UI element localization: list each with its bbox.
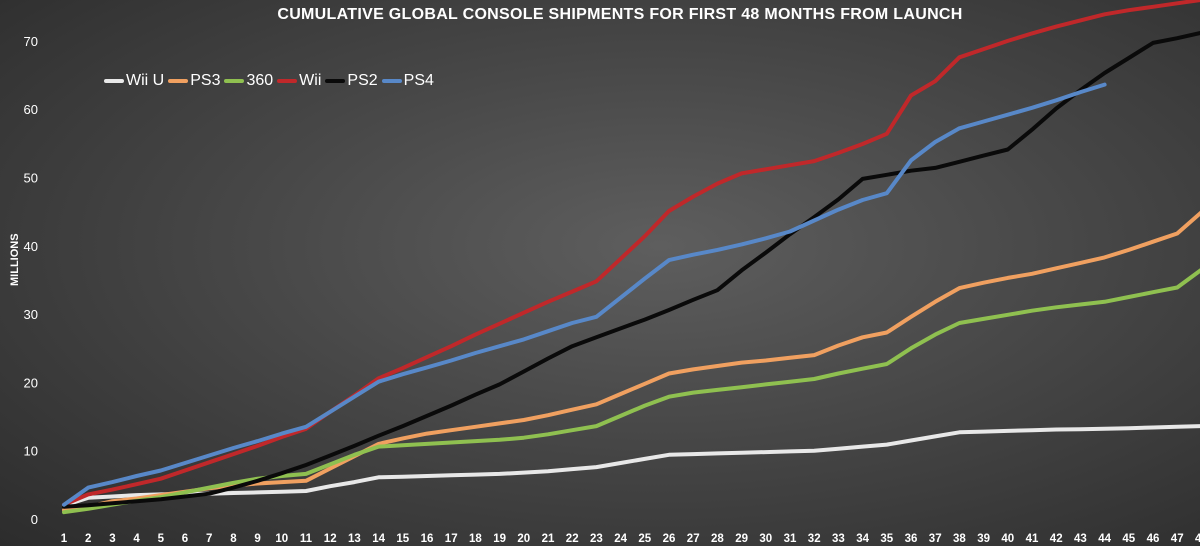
x-tick-label: 8 bbox=[230, 533, 237, 545]
y-axis: 0 10 20 30 40 50 60 70 bbox=[24, 34, 38, 527]
chart-title: CUMULATIVE GLOBAL CONSOLE SHIPMENTS FOR … bbox=[277, 6, 963, 23]
legend-label: Wii U bbox=[126, 72, 165, 89]
y-tick-label: 30 bbox=[24, 307, 38, 322]
y-tick-label: 50 bbox=[24, 171, 38, 186]
series-line-360 bbox=[62, 268, 1200, 515]
y-tick-label: 0 bbox=[31, 512, 38, 527]
x-tick-label: 15 bbox=[396, 533, 409, 545]
x-tick-label: 41 bbox=[1026, 533, 1039, 545]
legend-entry: 360 bbox=[224, 72, 273, 90]
x-tick-label: 22 bbox=[566, 533, 579, 545]
legend-label: PS2 bbox=[347, 72, 378, 89]
legend-label: PS4 bbox=[403, 72, 434, 89]
legend-swatch bbox=[277, 79, 298, 83]
legend-entry: PS4 bbox=[381, 72, 434, 90]
legend-entry: PS3 bbox=[168, 72, 220, 90]
x-tick-label: 28 bbox=[711, 533, 724, 545]
x-tick-label: 4 bbox=[133, 533, 140, 545]
legend-entry: Wii U bbox=[104, 72, 164, 90]
x-tick-label: 42 bbox=[1050, 533, 1063, 545]
x-tick-label: 48 bbox=[1195, 533, 1200, 545]
x-tick-label: 46 bbox=[1147, 533, 1160, 545]
y-tick-label: 10 bbox=[24, 444, 38, 459]
x-tick-label: 10 bbox=[275, 533, 288, 545]
x-tick-label: 36 bbox=[905, 533, 918, 545]
y-tick-label: 20 bbox=[24, 375, 38, 390]
x-tick-label: 37 bbox=[929, 533, 942, 545]
x-tick-label: 19 bbox=[493, 533, 506, 545]
x-tick-label: 29 bbox=[735, 533, 748, 545]
x-tick-label: 2 bbox=[85, 533, 91, 545]
legend-swatch bbox=[325, 79, 346, 83]
x-axis: 1 2 3 4 5 6 7 8 9 10 11 12 13 14 15 16 17 18 19 20 21 22 23 24 2… bbox=[61, 533, 1200, 545]
series-lines bbox=[62, 0, 1200, 515]
legend-entry: Wii bbox=[277, 72, 321, 90]
x-tick-label: 24 bbox=[614, 533, 627, 545]
x-tick-label: 31 bbox=[784, 533, 797, 545]
legend-label: Wii bbox=[299, 72, 322, 89]
x-tick-label: 17 bbox=[445, 533, 458, 545]
x-tick-label: 13 bbox=[348, 533, 361, 545]
x-tick-label: 1 bbox=[61, 533, 68, 545]
x-tick-label: 39 bbox=[977, 533, 990, 545]
series-line-ps4 bbox=[62, 82, 1107, 507]
x-tick-label: 35 bbox=[880, 533, 893, 545]
series-line-wii bbox=[62, 0, 1200, 507]
x-tick-label: 5 bbox=[158, 533, 165, 545]
x-tick-label: 40 bbox=[1001, 533, 1014, 545]
x-tick-label: 45 bbox=[1122, 533, 1135, 545]
x-tick-label: 27 bbox=[687, 533, 700, 545]
x-tick-label: 16 bbox=[421, 533, 434, 545]
legend-swatch bbox=[381, 79, 402, 83]
x-tick-label: 33 bbox=[832, 533, 845, 545]
x-tick-label: 34 bbox=[856, 533, 869, 545]
legend-swatch bbox=[224, 79, 245, 83]
legend: Wii U PS3 360 Wii PS2 PS4 bbox=[104, 72, 438, 90]
series-line-wii-u bbox=[62, 424, 1200, 508]
legend-swatch bbox=[104, 79, 124, 83]
x-tick-label: 38 bbox=[953, 533, 966, 545]
x-tick-label: 6 bbox=[182, 533, 188, 545]
series-line-ps3 bbox=[62, 210, 1200, 513]
y-tick-label: 60 bbox=[24, 102, 38, 117]
x-tick-label: 9 bbox=[254, 533, 260, 545]
y-tick-label: 70 bbox=[24, 34, 38, 49]
x-tick-label: 26 bbox=[663, 533, 676, 545]
x-tick-label: 18 bbox=[469, 533, 482, 545]
x-tick-label: 30 bbox=[759, 533, 772, 545]
legend-entry: PS2 bbox=[325, 72, 378, 90]
legend-swatch bbox=[168, 79, 189, 83]
x-tick-label: 11 bbox=[300, 533, 313, 545]
x-tick-label: 25 bbox=[638, 533, 651, 545]
x-tick-label: 3 bbox=[109, 533, 115, 545]
legend-label: PS3 bbox=[190, 72, 221, 89]
x-tick-label: 20 bbox=[517, 533, 530, 545]
x-tick-label: 23 bbox=[590, 533, 603, 545]
x-tick-label: 32 bbox=[808, 533, 821, 545]
x-tick-label: 44 bbox=[1098, 533, 1111, 545]
x-tick-label: 14 bbox=[372, 533, 385, 545]
x-tick-label: 21 bbox=[542, 533, 555, 545]
x-tick-label: 47 bbox=[1171, 533, 1184, 545]
x-tick-label: 12 bbox=[324, 533, 337, 545]
y-tick-label: 40 bbox=[24, 239, 38, 254]
x-tick-label: 43 bbox=[1074, 533, 1087, 545]
legend-label: 360 bbox=[246, 72, 274, 89]
series-line-ps2 bbox=[62, 30, 1200, 509]
x-tick-label: 7 bbox=[206, 533, 212, 545]
